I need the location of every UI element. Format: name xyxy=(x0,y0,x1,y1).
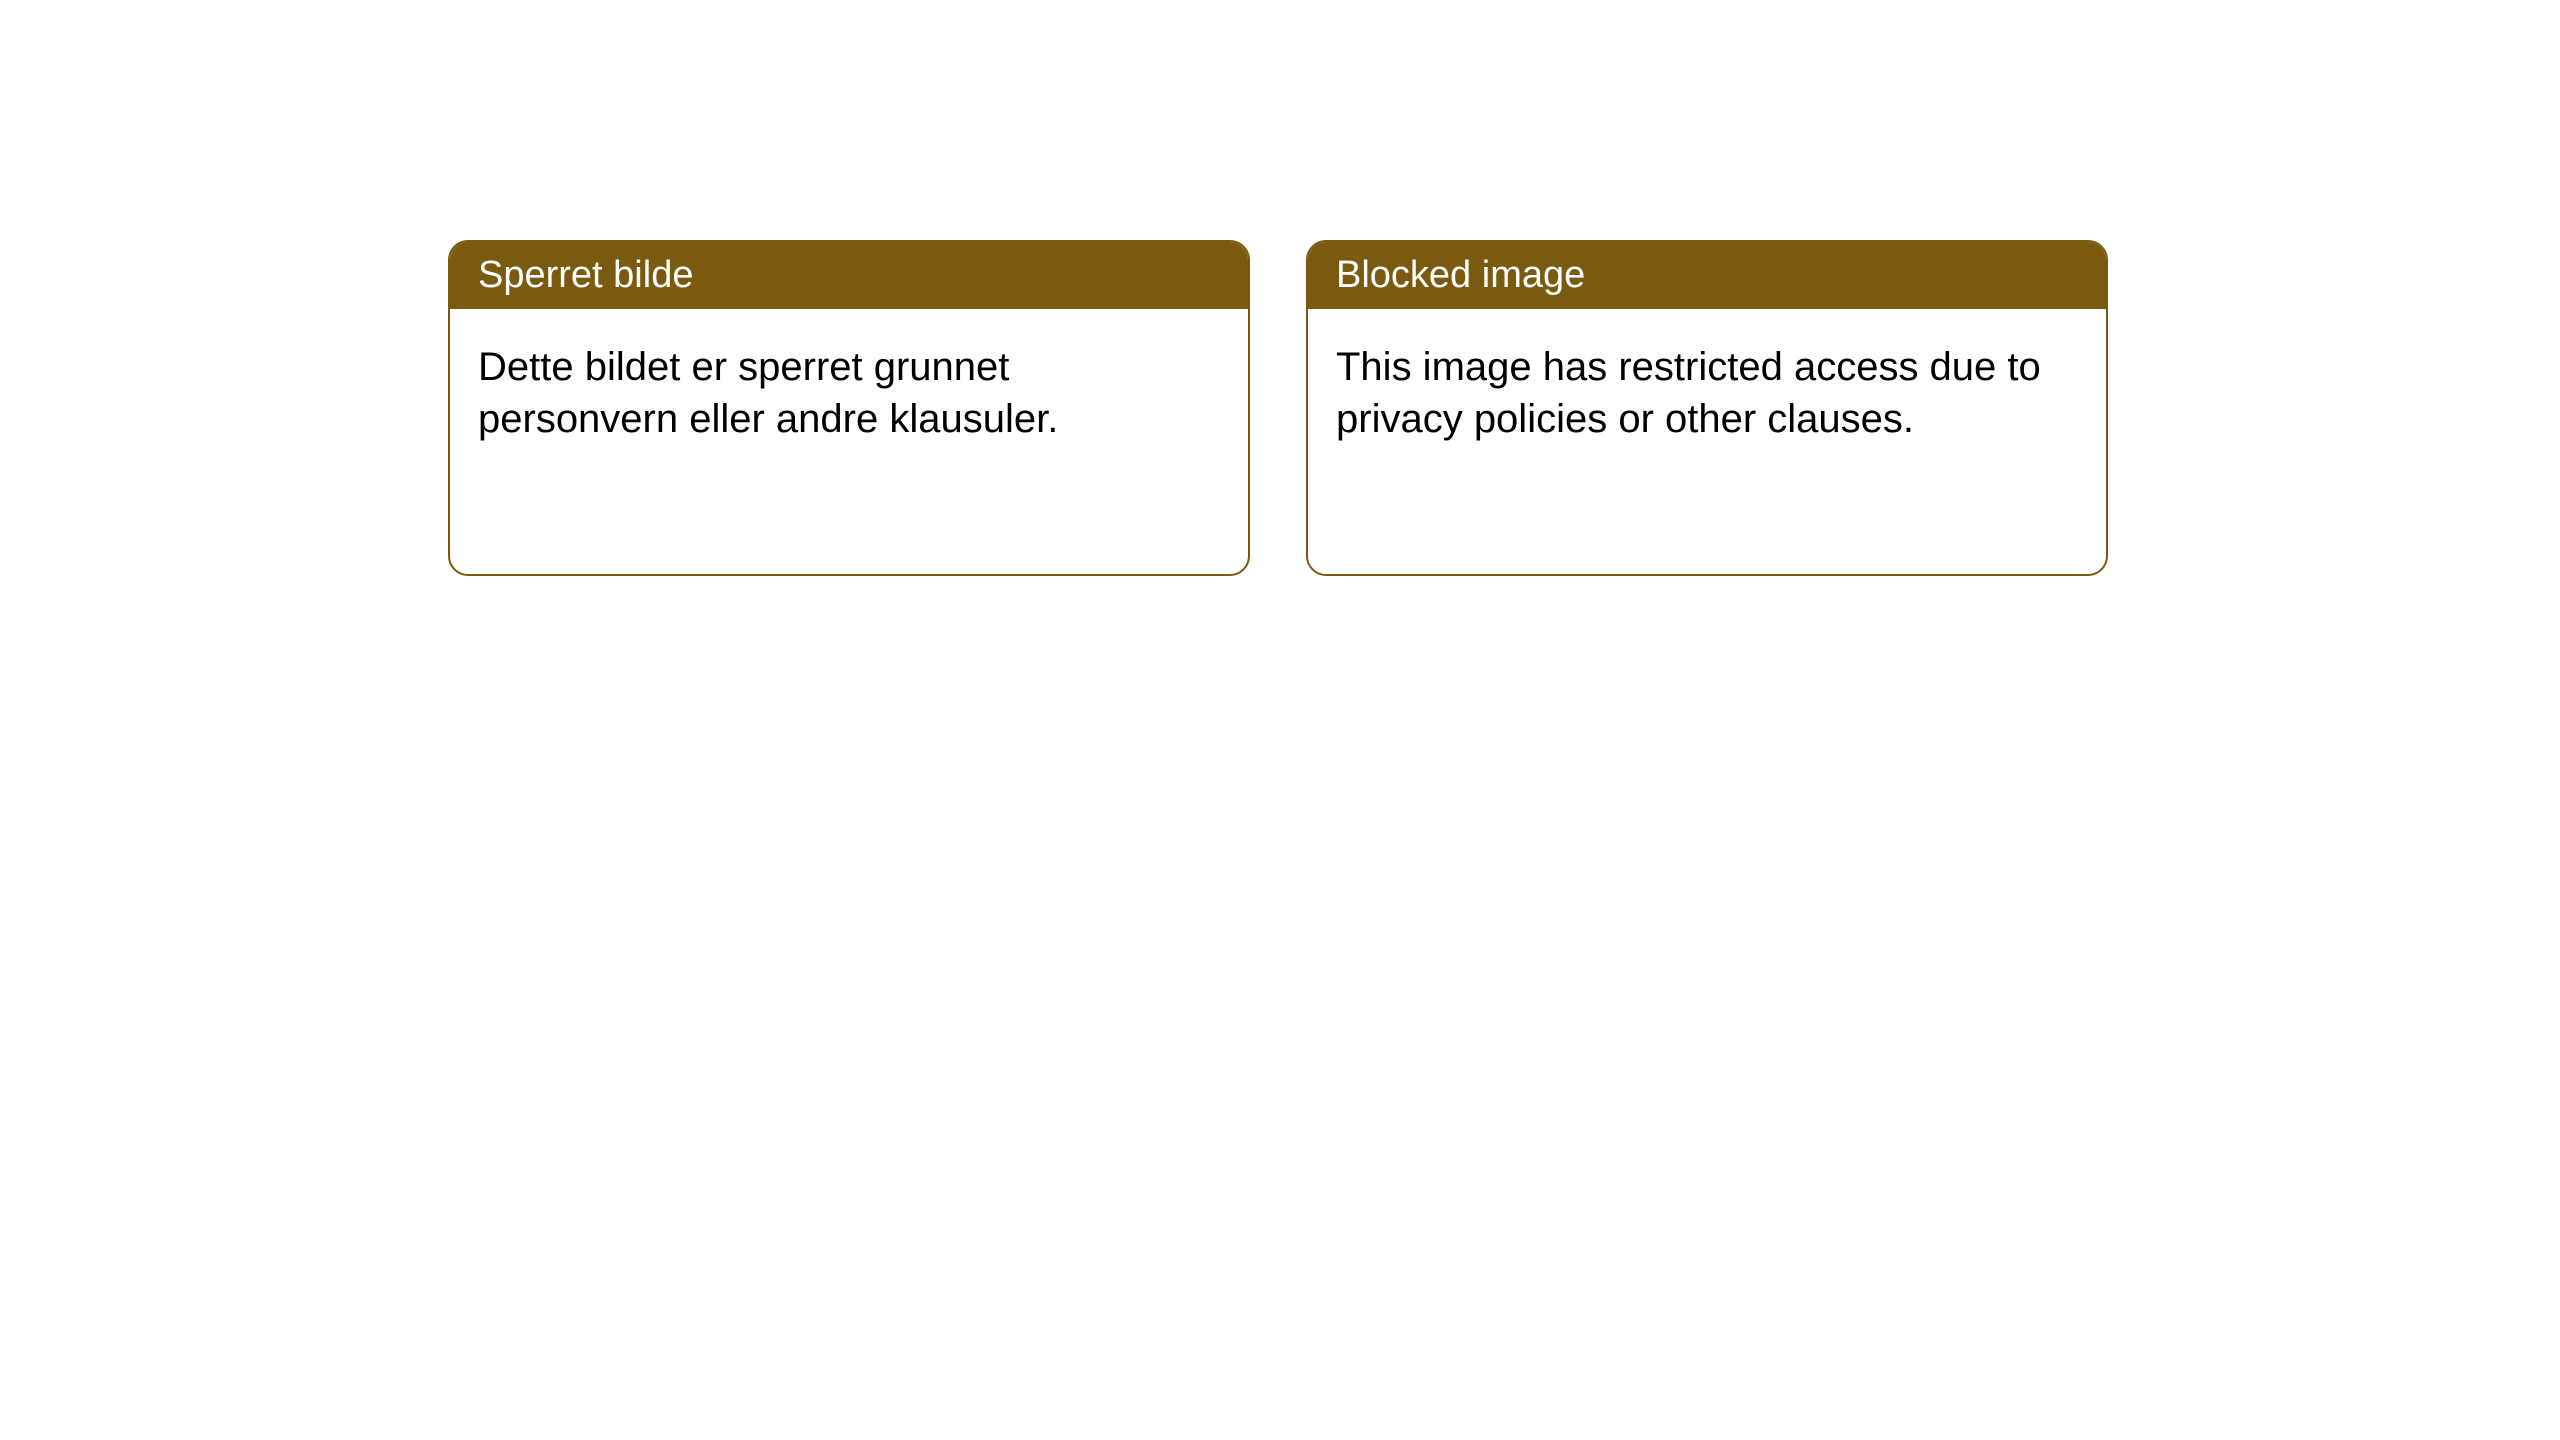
notice-body-english: This image has restricted access due to … xyxy=(1308,309,2106,477)
notice-title-english: Blocked image xyxy=(1308,242,2106,309)
notice-body-norwegian: Dette bildet er sperret grunnet personve… xyxy=(450,309,1248,477)
notice-card-norwegian: Sperret bilde Dette bildet er sperret gr… xyxy=(448,240,1250,576)
notice-container: Sperret bilde Dette bildet er sperret gr… xyxy=(0,0,2560,576)
notice-card-english: Blocked image This image has restricted … xyxy=(1306,240,2108,576)
notice-title-norwegian: Sperret bilde xyxy=(450,242,1248,309)
